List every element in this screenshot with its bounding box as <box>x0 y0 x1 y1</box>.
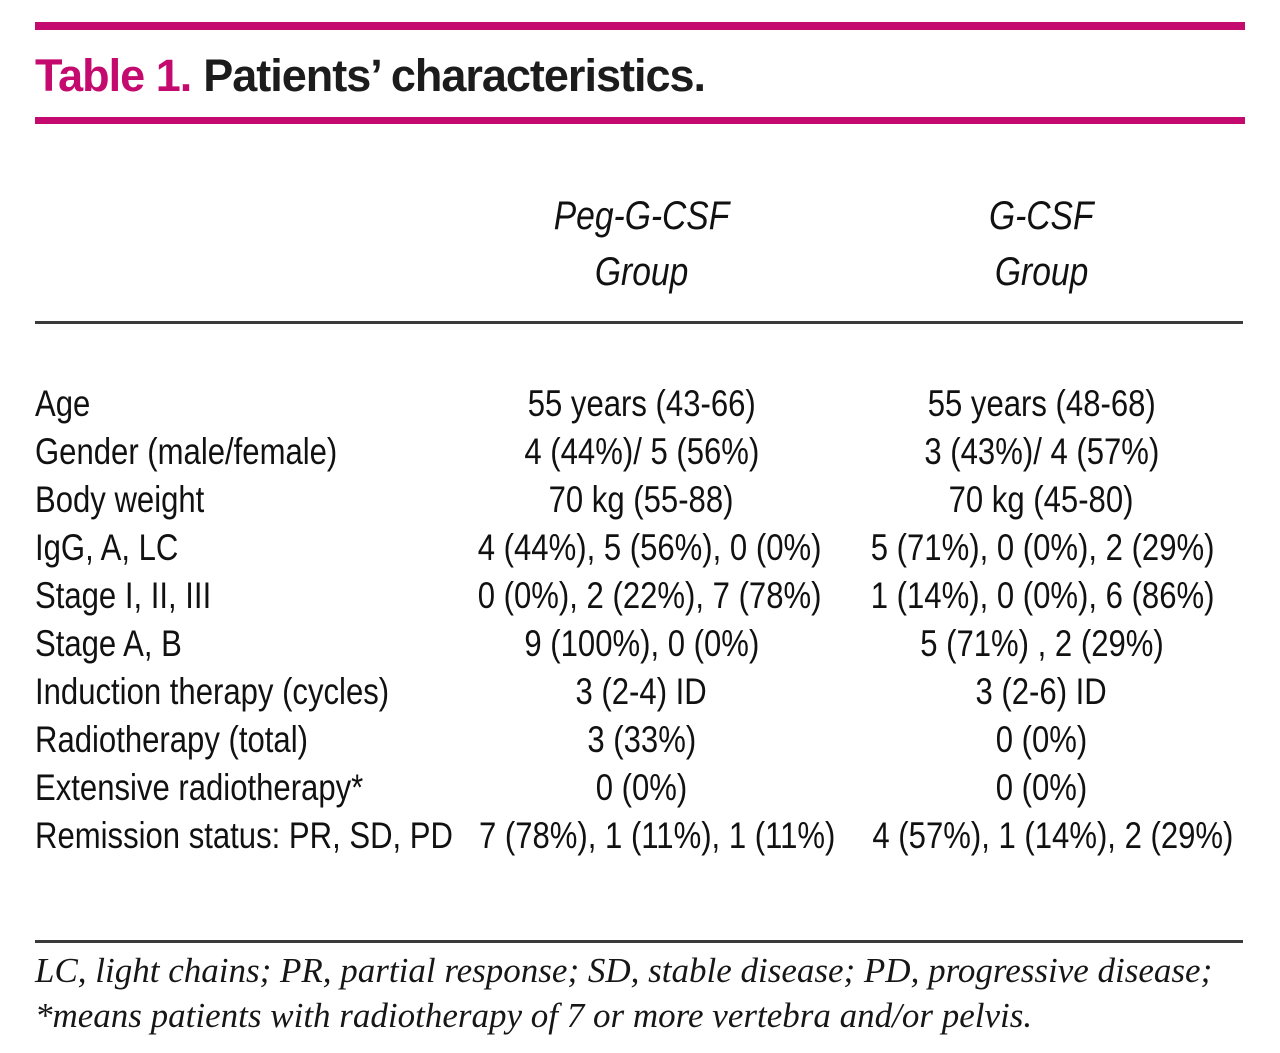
table-row: Stage I, II, III 0 (0%), 2 (22%), 7 (78%… <box>35 572 1245 620</box>
table-title: Table 1. Patients’ characteristics. <box>35 50 706 102</box>
cell-peg-g-csf: 7 (78%), 1 (11%), 1 (11%) <box>478 815 836 856</box>
table-caption: Patients’ characteristics. <box>203 50 706 101</box>
title-accent-rule <box>35 117 1245 124</box>
footnote-line: *means patients with radiotherapy of 7 o… <box>35 996 1033 1035</box>
footnote-line: LC, light chains; PR, partial response; … <box>35 951 1213 990</box>
column-header-line: Group <box>994 250 1089 294</box>
row-label: Stage A, B <box>35 623 182 664</box>
footnote-divider-rule <box>35 940 1243 943</box>
row-label: Extensive radiotherapy* <box>35 767 364 808</box>
row-label: Stage I, II, III <box>35 575 212 616</box>
row-label: Gender (male/female) <box>35 431 338 472</box>
cell-g-csf: 70 kg (45-80) <box>949 479 1134 520</box>
table-row: Induction therapy (cycles) 3 (2-4) ID 3 … <box>35 668 1245 716</box>
table-row: Remission status: PR, SD, PD 7 (78%), 1 … <box>35 812 1245 860</box>
table-number: Table 1. <box>35 50 192 101</box>
column-header-line: Peg-G-CSF <box>553 194 730 238</box>
row-label: Radiotherapy (total) <box>35 719 308 760</box>
table-footnote: LC, light chains; PR, partial response; … <box>35 948 1250 1038</box>
row-label: Body weight <box>35 479 205 520</box>
cell-g-csf: 55 years (48-68) <box>927 383 1156 424</box>
cell-g-csf: 1 (14%), 0 (0%), 6 (86%) <box>870 575 1215 616</box>
cell-peg-g-csf: 70 kg (55-88) <box>549 479 734 520</box>
header-divider-rule <box>35 321 1243 324</box>
row-label: Age <box>35 383 91 424</box>
cell-peg-g-csf: 0 (0%), 2 (22%), 7 (78%) <box>477 575 822 616</box>
cell-g-csf: 5 (71%) , 2 (29%) <box>919 623 1164 664</box>
cell-peg-g-csf: 3 (2-4) ID <box>575 671 708 712</box>
table-row: IgG, A, LC 4 (44%), 5 (56%), 0 (0%) 5 (7… <box>35 524 1245 572</box>
row-label: Remission status: PR, SD, PD <box>35 815 453 856</box>
cell-peg-g-csf: 4 (44%), 5 (56%), 0 (0%) <box>477 527 822 568</box>
table-row: Extensive radiotherapy* 0 (0%) 0 (0%) <box>35 764 1245 812</box>
top-accent-bar <box>35 22 1245 30</box>
cell-g-csf: 3 (43%)/ 4 (57%) <box>924 431 1159 472</box>
cell-g-csf: 4 (57%), 1 (14%), 2 (29%) <box>872 815 1234 856</box>
column-header-peg-g-csf: Peg-G-CSF Group <box>445 188 838 300</box>
cell-g-csf: 0 (0%) <box>995 719 1088 760</box>
table-row: Body weight 70 kg (55-88) 70 kg (45-80) <box>35 476 1245 524</box>
cell-peg-g-csf: 3 (33%) <box>587 719 696 760</box>
cell-peg-g-csf: 4 (44%)/ 5 (56%) <box>524 431 759 472</box>
table-row: Stage A, B 9 (100%), 0 (0%) 5 (71%) , 2 … <box>35 620 1245 668</box>
table-row: Radiotherapy (total) 3 (33%) 0 (0%) <box>35 716 1245 764</box>
column-header-line: Group <box>594 250 689 294</box>
cell-g-csf: 3 (2-6) ID <box>975 671 1108 712</box>
row-label: Induction therapy (cycles) <box>35 671 390 712</box>
cell-g-csf: 5 (71%), 0 (0%), 2 (29%) <box>870 527 1215 568</box>
column-header-line: G-CSF <box>989 194 1094 238</box>
table-row: Gender (male/female) 4 (44%)/ 5 (56%) 3 … <box>35 428 1245 476</box>
row-label: IgG, A, LC <box>35 527 179 568</box>
table-body: Age 55 years (43-66) 55 years (48-68) Ge… <box>35 380 1245 860</box>
cell-g-csf: 0 (0%) <box>995 767 1088 808</box>
cell-peg-g-csf: 9 (100%), 0 (0%) <box>524 623 759 664</box>
cell-peg-g-csf: 55 years (43-66) <box>527 383 756 424</box>
table-row: Age 55 years (43-66) 55 years (48-68) <box>35 380 1245 428</box>
cell-peg-g-csf: 0 (0%) <box>595 767 688 808</box>
column-header-g-csf: G-CSF Group <box>838 188 1245 300</box>
